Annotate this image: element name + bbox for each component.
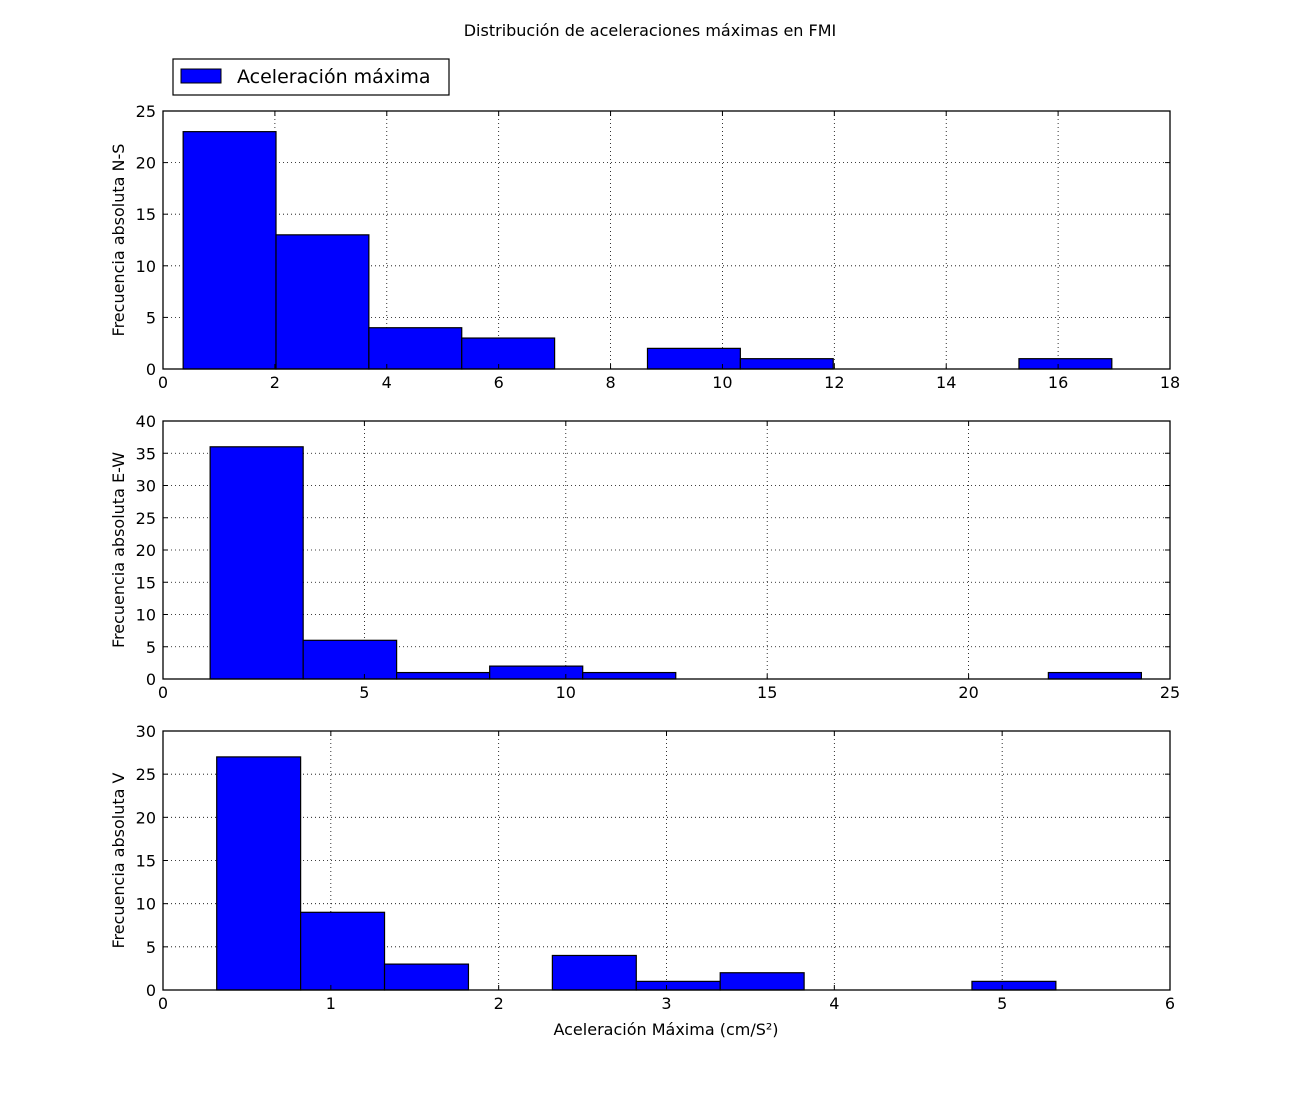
y-tick-label: 20 — [136, 154, 156, 173]
x-tick-label: 5 — [359, 683, 369, 702]
x-tick-label: 6 — [1165, 994, 1175, 1013]
legend-swatch — [180, 68, 222, 84]
histogram-bar — [216, 756, 302, 991]
y-tick-label: 5 — [146, 638, 156, 657]
y-tick-label: 40 — [136, 412, 156, 431]
x-tick-label: 0 — [158, 683, 168, 702]
x-tick-label: 8 — [605, 373, 615, 392]
histogram-bar — [209, 446, 304, 680]
y-tick-label: 20 — [136, 541, 156, 560]
x-tick-label: 2 — [270, 373, 280, 392]
x-tick-label: 4 — [382, 373, 392, 392]
y-tick-label: 10 — [136, 257, 156, 276]
y-tick-label: 5 — [146, 308, 156, 327]
y-tick-label: 10 — [136, 895, 156, 914]
histogram-bar — [719, 972, 805, 991]
y-tick-label: 15 — [136, 852, 156, 871]
histogram-bar — [182, 131, 277, 370]
y-tick-label: 35 — [136, 444, 156, 463]
histogram-bar — [489, 665, 584, 680]
y-tick-label: 30 — [136, 477, 156, 496]
y-axis-label-east-west: Frecuencia absoluta E-W — [109, 452, 128, 648]
subplot-east-west: 0 5 10 15 20 25 0 5 10 15 20 25 30 35 40 Frecuencia abs… — [109, 412, 1180, 702]
x-tick-label: 14 — [936, 373, 956, 392]
histogram-bar — [635, 980, 721, 991]
x-tick-label: 3 — [661, 994, 671, 1013]
histogram-bar — [396, 671, 491, 680]
axes-frame-north-south — [162, 110, 1171, 370]
x-axis-label: Aceleración Máxima (cm/S²) — [553, 1020, 778, 1039]
x-tick-label: 25 — [1160, 683, 1180, 702]
x-tick-label: 12 — [824, 373, 844, 392]
y-axis-label-north-south: Frecuencia absoluta N-S — [109, 144, 128, 337]
y-tick-label: 25 — [136, 765, 156, 784]
histogram-bar — [275, 234, 370, 370]
histogram-bar — [646, 347, 741, 370]
histogram-bar — [368, 327, 463, 370]
y-tick-label: 0 — [146, 670, 156, 689]
x-tick-label: 4 — [829, 994, 839, 1013]
histogram-bar — [971, 980, 1057, 991]
y-tick-label: 30 — [136, 722, 156, 741]
x-tick-label: 10 — [712, 373, 732, 392]
histogram-bar — [302, 639, 398, 680]
x-tick-label: 0 — [158, 373, 168, 392]
x-tick-label: 18 — [1160, 373, 1180, 392]
y-tick-label: 5 — [146, 938, 156, 957]
x-tick-label: 20 — [958, 683, 978, 702]
y-tick-label: 25 — [136, 509, 156, 528]
y-tick-label: 25 — [136, 102, 156, 121]
x-tick-label: 5 — [997, 994, 1007, 1013]
y-axis-label-vertical: Frecuencia absoluta V — [109, 772, 128, 948]
plot-area-east-west — [163, 421, 1170, 679]
x-tick-label: 6 — [494, 373, 504, 392]
x-tick-label: 10 — [556, 683, 576, 702]
y-tick-label: 15 — [136, 205, 156, 224]
subplot-north-south: 0 2 4 6 8 10 12 14 16 18 0 5 10 15 20 25 Frecuencia abso… — [109, 102, 1180, 392]
histogram-bar — [1018, 358, 1113, 370]
x-tick-label: 0 — [158, 994, 168, 1013]
histogram-bar — [551, 954, 637, 991]
histogram-bar — [383, 963, 470, 991]
legend: Aceleración máxima — [172, 58, 450, 96]
y-tick-label: 0 — [146, 360, 156, 379]
figure-title: Distribución de aceleraciones máximas en… — [464, 21, 837, 40]
x-tick-label: 15 — [757, 683, 777, 702]
histogram-bar — [1047, 671, 1143, 680]
histogram-bar — [739, 358, 834, 370]
x-tick-label: 1 — [326, 994, 336, 1013]
y-tick-label: 20 — [136, 808, 156, 827]
y-tick-label: 15 — [136, 573, 156, 592]
histogram-bar — [300, 911, 386, 991]
histogram-bar — [461, 337, 556, 370]
x-tick-label: 2 — [494, 994, 504, 1013]
histogram-bar — [582, 671, 677, 680]
x-tick-label: 16 — [1048, 373, 1068, 392]
legend-label: Aceleración máxima — [237, 66, 430, 88]
subplot-vertical: 0 1 2 3 4 5 6 0 5 10 15 20 25 30 Frecuencia absoluta V — [109, 722, 1175, 1013]
y-tick-label: 0 — [146, 981, 156, 1000]
y-tick-label: 10 — [136, 606, 156, 625]
